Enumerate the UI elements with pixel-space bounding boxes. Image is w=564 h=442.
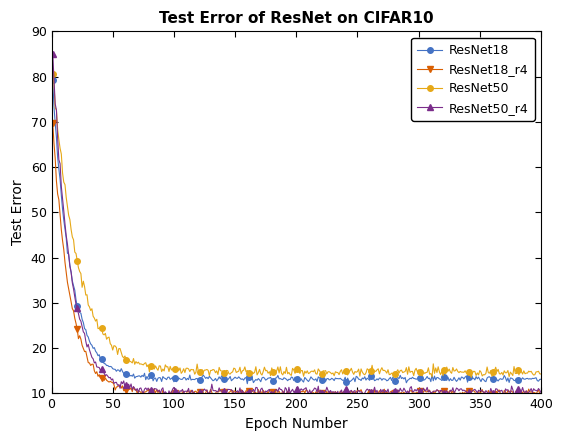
X-axis label: Epoch Number: Epoch Number	[245, 417, 347, 431]
Y-axis label: Test Error: Test Error	[11, 179, 25, 245]
Title: Test Error of ResNet on CIFAR10: Test Error of ResNet on CIFAR10	[159, 11, 434, 26]
Legend: ResNet18, ResNet18_r4, ResNet50, ResNet50_r4: ResNet18, ResNet18_r4, ResNet50, ResNet5…	[411, 38, 535, 121]
